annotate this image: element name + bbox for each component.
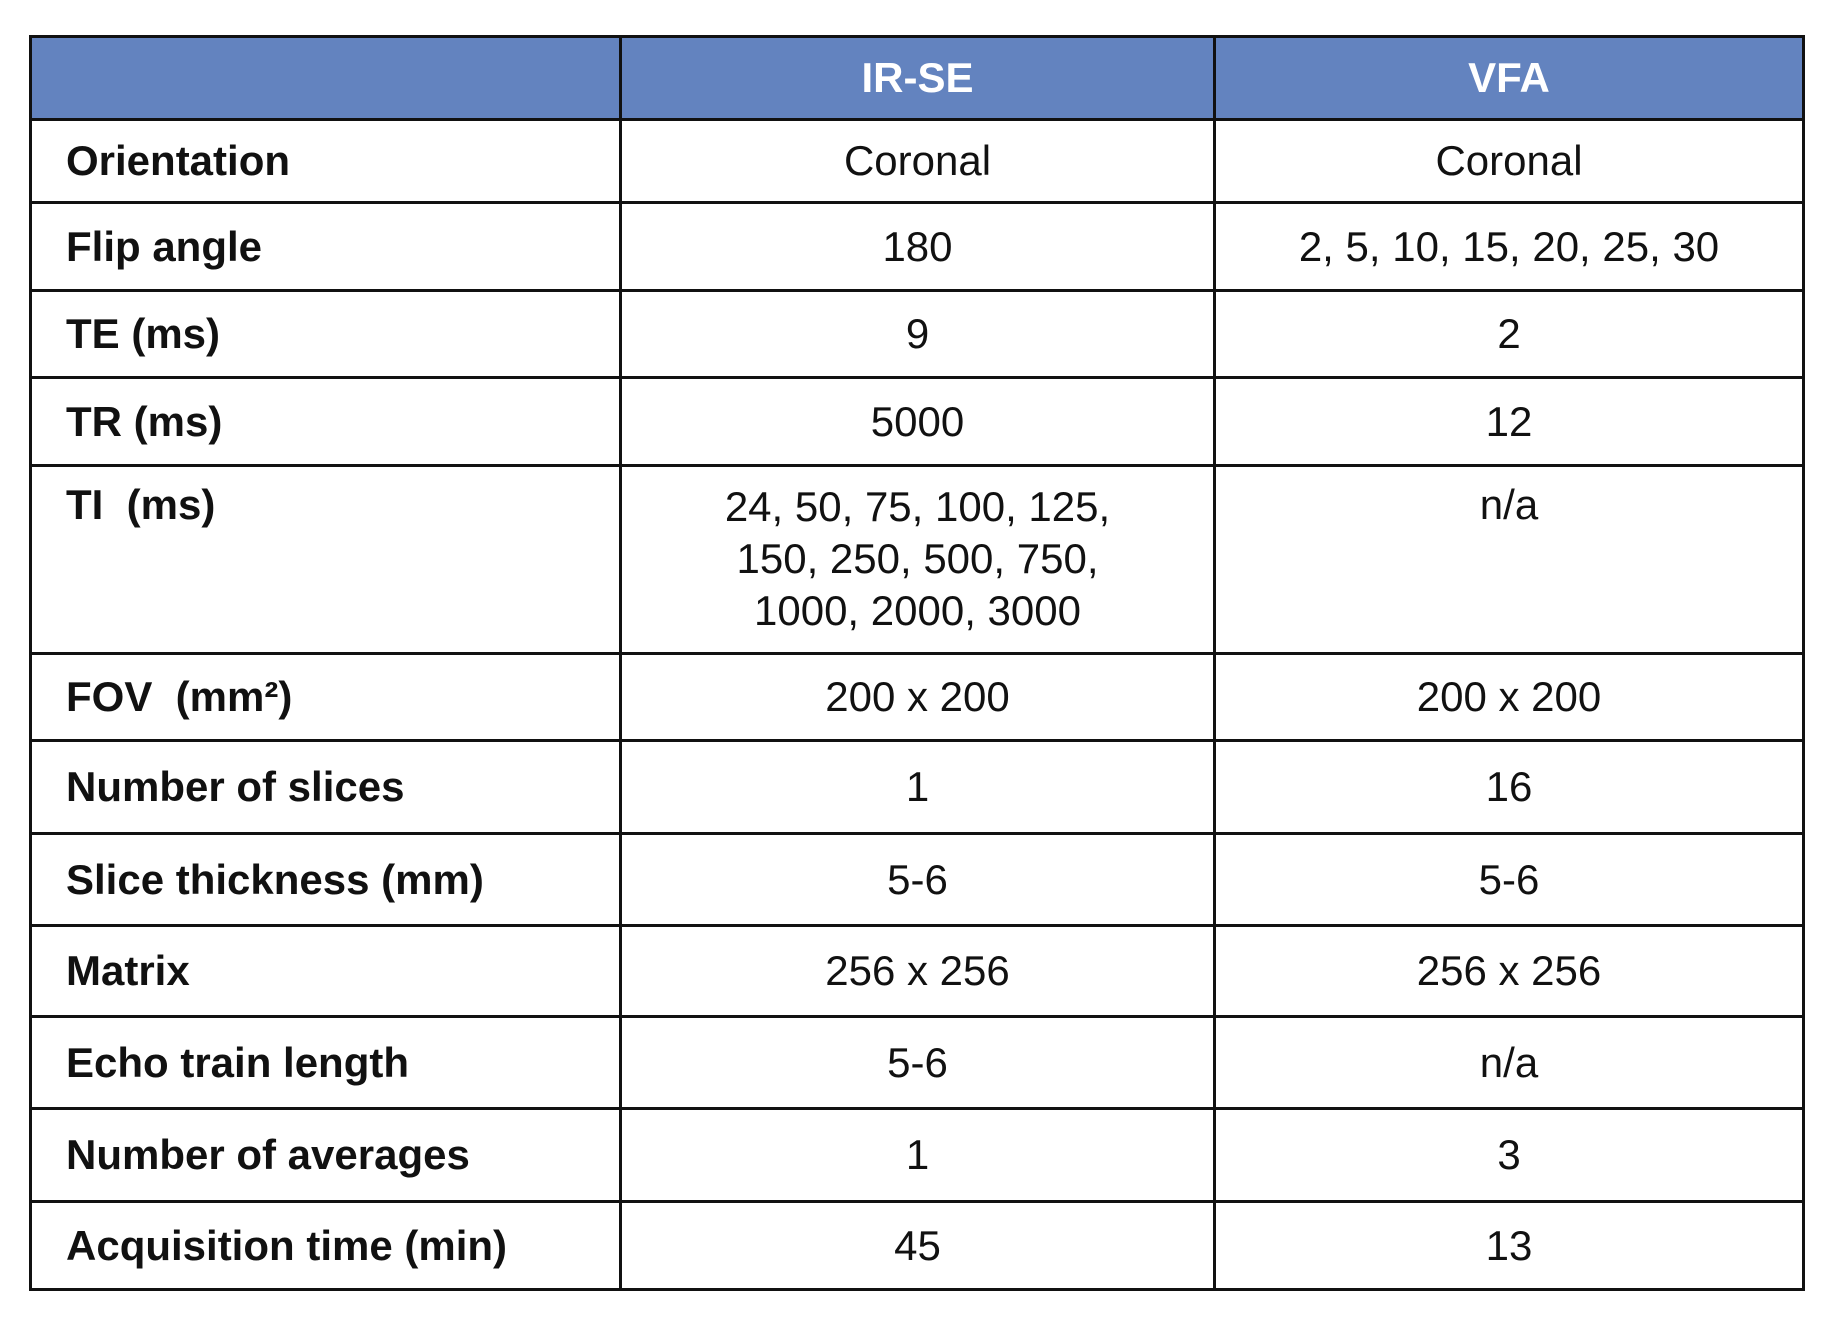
cell: 13 (1213, 1200, 1805, 1291)
cell: 2, 5, 10, 15, 20, 25, 30 (1213, 201, 1805, 292)
header-cell: IR-SE (619, 35, 1216, 121)
cell-line: 1000, 2000, 3000 (754, 587, 1081, 634)
cell: 12 (1213, 376, 1805, 467)
row-label: TR (ms) (29, 376, 622, 467)
cell: Coronal (1213, 118, 1805, 204)
row-label: Echo train length (29, 1015, 622, 1110)
cell: 5-6 (619, 832, 1216, 927)
cell-line: 150, 250, 500, 750, (736, 535, 1099, 582)
cell: 200 x 200 (619, 652, 1216, 742)
cell: 256 x 256 (1213, 924, 1805, 1018)
header-cell: VFA (1213, 35, 1805, 121)
row-label: Number of slices (29, 739, 622, 835)
table-row: Echo train length 5-6 n/a (29, 1015, 1805, 1110)
header-cell (29, 35, 622, 121)
row-label: Flip angle (29, 201, 622, 292)
cell: n/a (1213, 464, 1805, 655)
cell: 16 (1213, 739, 1805, 835)
table-row: Number of slices 1 16 (29, 739, 1805, 835)
cell: 9 (619, 289, 1216, 379)
cell: Coronal (619, 118, 1216, 204)
parameter-table: IR-SE VFA Orientation Coronal Coronal Flip a… (29, 35, 1805, 1291)
table-row: Acquisition time (min) 45 13 (29, 1200, 1805, 1291)
cell: 5000 (619, 376, 1216, 467)
header-row: IR-SE VFA (29, 35, 1805, 121)
row-label: FOV (mm²) (29, 652, 622, 742)
cell-line: 24, 50, 75, 100, 125, (724, 483, 1111, 530)
row-label: Orientation (29, 118, 622, 204)
table-row: Number of averages 1 3 (29, 1107, 1805, 1203)
cell: 1 (619, 739, 1216, 835)
table-row: FOV (mm²) 200 x 200 200 x 200 (29, 652, 1805, 742)
row-label: TE (ms) (29, 289, 622, 379)
cell: 1 (619, 1107, 1216, 1203)
table-row: Flip angle 180 2, 5, 10, 15, 20, 25, 30 (29, 201, 1805, 292)
table-row: Matrix 256 x 256 256 x 256 (29, 924, 1805, 1018)
cell: 5-6 (619, 1015, 1216, 1110)
table-row: Orientation Coronal Coronal (29, 118, 1805, 204)
cell: 200 x 200 (1213, 652, 1805, 742)
cell: 180 (619, 201, 1216, 292)
cell: 2 (1213, 289, 1805, 379)
table-row: TI (ms) 24, 50, 75, 100, 125, 150, 250, 50… (29, 464, 1805, 655)
cell: 256 x 256 (619, 924, 1216, 1018)
row-label: TI (ms) (29, 464, 622, 655)
row-label: Slice thickness (mm) (29, 832, 622, 927)
cell: 24, 50, 75, 100, 125, 150, 250, 500, 750,… (619, 464, 1216, 655)
row-label: Matrix (29, 924, 622, 1018)
cell: 45 (619, 1200, 1216, 1291)
table-row: TR (ms) 5000 12 (29, 376, 1805, 467)
row-label: Acquisition time (min) (29, 1200, 622, 1291)
cell: n/a (1213, 1015, 1805, 1110)
table-row: Slice thickness (mm) 5-6 5-6 (29, 832, 1805, 927)
cell: 5-6 (1213, 832, 1805, 927)
cell: 3 (1213, 1107, 1805, 1203)
table-row: TE (ms) 9 2 (29, 289, 1805, 379)
row-label: Number of averages (29, 1107, 622, 1203)
